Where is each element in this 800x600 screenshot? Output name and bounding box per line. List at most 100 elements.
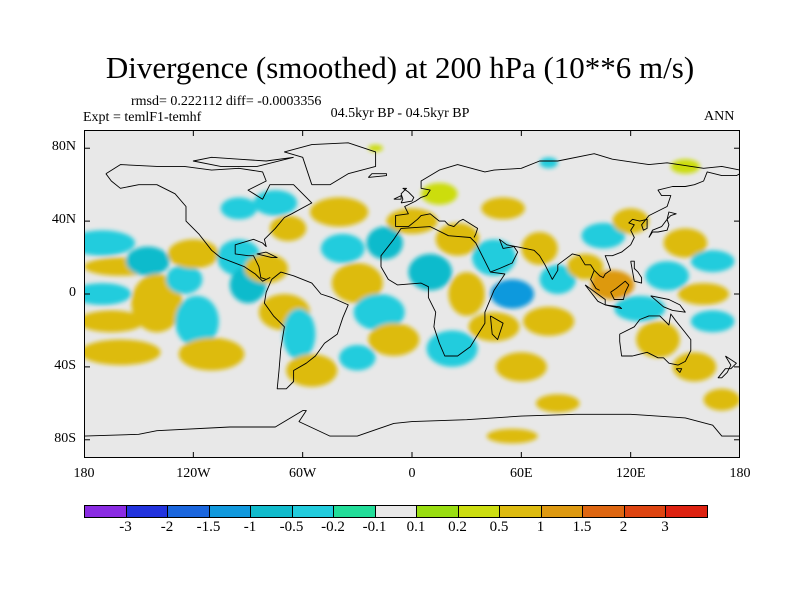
divergence-contour <box>581 222 626 249</box>
coastline <box>192 156 294 167</box>
lon-tick-label: 120E <box>615 466 646 481</box>
divergence-contour <box>84 339 161 366</box>
colorbar-swatch <box>540 505 583 518</box>
season-label: ANN <box>704 109 735 124</box>
colorbar-label: -1.5 <box>196 519 221 535</box>
coastline <box>393 195 402 200</box>
divergence-contour <box>523 306 575 336</box>
lon-tick-label: 0 <box>408 466 416 481</box>
coastline <box>400 187 415 204</box>
divergence-contour <box>220 197 258 220</box>
coastline <box>256 251 278 259</box>
colorbar-swatch <box>665 505 708 518</box>
lon-tick-label: 120W <box>176 466 211 481</box>
colorbar-label: -0.5 <box>279 519 304 535</box>
divergence-contour <box>269 215 307 242</box>
colorbar-swatch <box>499 505 542 518</box>
colorbar-label: 1 <box>536 519 545 535</box>
coastline <box>84 410 740 437</box>
divergence-contour <box>131 273 183 333</box>
colorbar-swatch <box>582 505 625 518</box>
divergence-contour <box>84 230 136 256</box>
coastline <box>489 315 504 341</box>
colorbar <box>84 505 708 518</box>
lon-tick-label: 180 <box>73 466 95 481</box>
coastline <box>605 304 623 310</box>
coastline <box>675 368 683 373</box>
divergence-contour <box>125 246 170 276</box>
lon-tick-label: 60E <box>510 466 533 481</box>
divergence-contour <box>309 197 369 227</box>
coastline <box>283 142 377 186</box>
colorbar-swatch <box>457 505 500 518</box>
divergence-contour <box>339 345 376 371</box>
colorbar-swatch <box>125 505 168 518</box>
divergence-contour <box>535 394 580 413</box>
divergence-contour <box>645 261 689 291</box>
map-background <box>84 130 740 458</box>
period-label: 04.5kyr BP - 04.5kyr BP <box>330 106 470 121</box>
colorbar-swatch <box>84 505 127 518</box>
colorbar-swatch <box>208 505 251 518</box>
lon-tick-label: 180 <box>729 466 751 481</box>
lat-tick-label: 80S <box>54 430 76 446</box>
lon-tick-label: 60W <box>289 466 317 481</box>
colorbar-label: 2 <box>619 519 628 535</box>
divergence-contour <box>386 208 438 234</box>
divergence-contour <box>368 144 383 152</box>
coastline <box>395 153 740 227</box>
coastline <box>395 213 479 238</box>
colorbar-label: 0.5 <box>489 519 509 535</box>
divergence-contour <box>670 159 700 174</box>
divergence-contour <box>486 428 538 444</box>
colorbar-swatch <box>250 505 293 518</box>
divergence-contour <box>368 323 420 356</box>
divergence-contour <box>167 239 219 269</box>
divergence-contour <box>448 272 485 316</box>
divergence-contour <box>320 233 365 264</box>
coastline <box>380 226 506 357</box>
colorbar-swatch <box>374 505 417 518</box>
divergence-contour <box>703 388 740 411</box>
divergence-contour <box>495 352 547 382</box>
lat-tick-label: 40N <box>51 212 76 228</box>
coastline <box>650 295 686 313</box>
divergence-contour <box>566 253 604 280</box>
divergence-contour <box>614 295 666 322</box>
divergence-contour <box>408 253 453 291</box>
colorbar-label: -0.1 <box>362 519 387 535</box>
colorbar-swatch <box>416 505 459 518</box>
divergence-contour <box>282 308 316 360</box>
divergence-contour <box>421 182 458 205</box>
divergence-contour <box>468 312 520 342</box>
colorbar-label: -0.2 <box>321 519 345 535</box>
colorbar-label: -2 <box>160 519 174 535</box>
divergence-contour <box>435 222 480 256</box>
coastline <box>630 260 643 284</box>
colorbar-label: 0.1 <box>406 519 426 535</box>
coastline <box>490 171 740 280</box>
coastline <box>717 355 737 379</box>
colorbar-label: 0.2 <box>448 519 467 535</box>
divergence-contour <box>178 337 245 371</box>
colorbar-label: -3 <box>119 519 132 535</box>
divergence-contour <box>366 226 403 260</box>
divergence-contour <box>84 283 132 305</box>
coastline <box>263 271 349 390</box>
divergence-contour <box>253 190 298 216</box>
divergence-contour <box>481 197 525 220</box>
coastline <box>105 164 313 282</box>
divergence-contour <box>590 270 635 300</box>
divergence-contour <box>539 157 558 169</box>
divergence-contour <box>521 232 558 265</box>
lat-tick-label: 40S <box>54 357 76 373</box>
divergence-contour <box>244 253 289 284</box>
coastline <box>610 280 630 300</box>
colorbar-swatch <box>167 505 210 518</box>
divergence-contour <box>690 250 735 273</box>
divergence-contour <box>166 264 203 294</box>
coastline <box>367 173 387 178</box>
divergence-contour <box>672 352 717 382</box>
coastline <box>648 211 677 238</box>
divergence-contour <box>636 321 680 358</box>
